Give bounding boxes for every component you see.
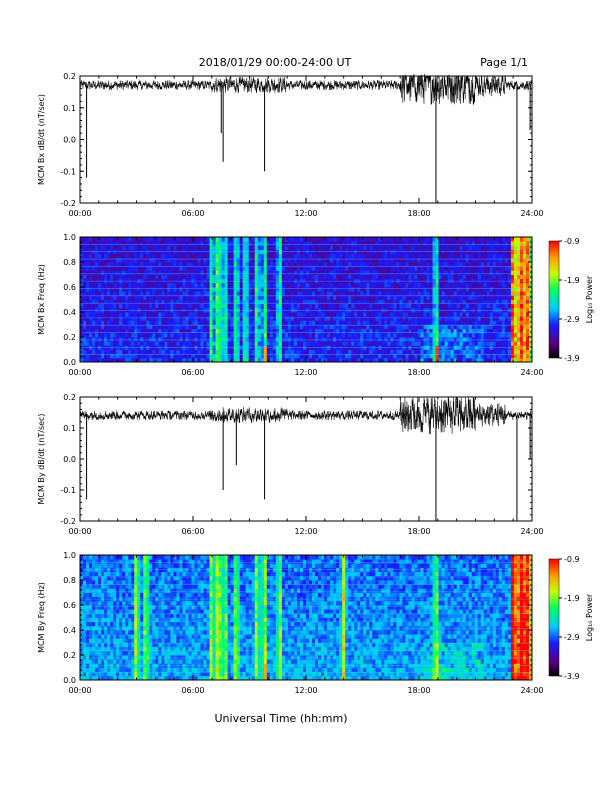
y-tick-label: -0.2 <box>60 199 76 208</box>
colorbar <box>549 241 559 358</box>
y-tick-label: 0.1 <box>63 104 76 113</box>
x-tick-label: 12:00 <box>294 368 317 377</box>
chart-panel-4: -0.9 -1.9 -2.9 -3.9 Log₁₀ Power 00:00 06:00 12:… <box>37 551 594 695</box>
y-axis-label: MCM Bx Freq (Hz) <box>37 264 46 335</box>
y-tick-label: 0.0 <box>63 455 76 464</box>
colorbar-label: Log₁₀ Power <box>585 275 594 323</box>
y-tick-label: 1.0 <box>63 233 76 242</box>
spectrogram-cells <box>80 555 532 680</box>
y-tick-label: 0.0 <box>63 676 76 685</box>
x-tick-label: 24:00 <box>520 368 543 377</box>
x-tick-label: 24:00 <box>520 527 543 536</box>
x-tick-label: 12:00 <box>294 686 317 695</box>
y-tick-label: 0.8 <box>63 576 76 585</box>
x-tick-label: 24:00 <box>520 209 543 218</box>
colorbar-label: Log₁₀ Power <box>585 593 594 641</box>
x-tick-label: 24:00 <box>520 686 543 695</box>
x-tick-label: 18:00 <box>407 686 430 695</box>
colorbar-tick-label: -1.9 <box>564 276 580 285</box>
y-axis-label: MCM By dB/dt (nT/sec) <box>37 413 46 504</box>
spectrogram-cells <box>80 237 532 362</box>
x-tick-label: 12:00 <box>294 209 317 218</box>
y-axis-label: MCM Bx dB/dt (nT/sec) <box>37 94 46 185</box>
y-tick-label: 0.4 <box>63 308 76 317</box>
y-axis-label: MCM By Freq (Hz) <box>37 582 46 653</box>
y-tick-label: 1.0 <box>63 551 76 560</box>
y-tick-label: 0.6 <box>63 601 76 610</box>
y-tick-label: 0.8 <box>63 258 76 267</box>
chart-panel-3: 00:00 06:00 12:00 18:00 24:00 0.2 0.1 0.0 -0.1 -0… <box>37 393 544 536</box>
x-tick-label: 00:00 <box>68 368 91 377</box>
x-tick-label: 06:00 <box>181 686 204 695</box>
header-page: Page 1/1 <box>480 56 528 69</box>
y-tick-label: 0.2 <box>63 651 76 660</box>
chart-panel-1: 00:00 06:00 12:00 18:00 24:00 0.2 0.1 0.0 -0.1 -0… <box>37 72 544 218</box>
x-tick-label: 00:00 <box>68 209 91 218</box>
y-tick-label: -0.1 <box>60 486 76 495</box>
y-tick-label: 0.1 <box>63 424 76 433</box>
y-tick-label: 0.2 <box>63 72 76 81</box>
y-tick-label: 0.0 <box>63 358 76 367</box>
x-tick-label: 18:00 <box>407 209 430 218</box>
colorbar-tick-label: -3.9 <box>564 672 580 681</box>
y-tick-label: 0.0 <box>63 136 76 145</box>
y-tick-label: 0.2 <box>63 333 76 342</box>
chart-panel-2: -0.9 -1.9 -2.9 -3.9 Log₁₀ Power 00:00 06:00 12:… <box>37 233 594 377</box>
colorbar-tick-label: -1.9 <box>564 594 580 603</box>
colorbar-tick-label: -2.9 <box>564 315 580 324</box>
colorbar <box>549 559 559 676</box>
x-tick-label: 00:00 <box>68 527 91 536</box>
x-tick-label: 00:00 <box>68 686 91 695</box>
x-tick-label: 18:00 <box>407 368 430 377</box>
data-trace <box>80 398 532 435</box>
x-tick-label: 18:00 <box>407 527 430 536</box>
x-tick-label: 06:00 <box>181 209 204 218</box>
x-tick-label: 12:00 <box>294 527 317 536</box>
colorbar-tick-label: -0.9 <box>564 555 580 564</box>
header-date-range: 2018/01/29 00:00-24:00 UT <box>199 56 352 69</box>
x-tick-label: 06:00 <box>181 527 204 536</box>
y-tick-label: -0.2 <box>60 517 76 526</box>
y-tick-label: -0.1 <box>60 167 76 176</box>
plot-frame <box>80 76 532 203</box>
y-tick-label: 0.4 <box>63 626 76 635</box>
x-axis-label: Universal Time (hh:mm) <box>215 712 348 725</box>
colorbar-tick-label: -3.9 <box>564 354 580 363</box>
y-tick-label: 0.2 <box>63 393 76 402</box>
colorbar-tick-label: -0.9 <box>564 237 580 246</box>
colorbar-tick-label: -2.9 <box>564 633 580 642</box>
y-tick-label: 0.6 <box>63 283 76 292</box>
x-tick-label: 06:00 <box>181 368 204 377</box>
